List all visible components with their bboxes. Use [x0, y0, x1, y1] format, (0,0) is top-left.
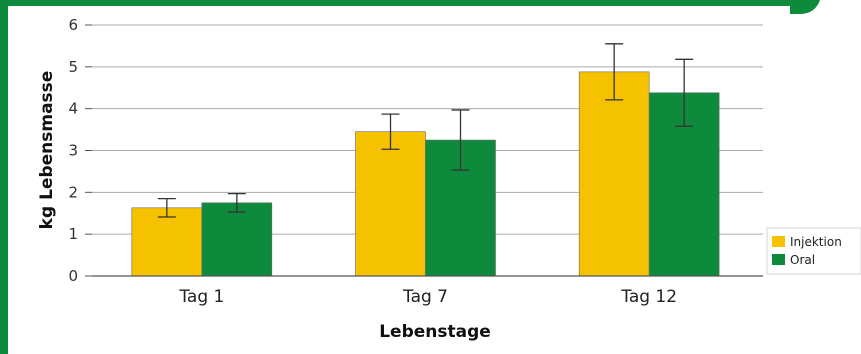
y-tick-label: 1	[68, 225, 78, 243]
y-tick-label: 3	[68, 142, 78, 160]
y-tick-label: 4	[68, 100, 78, 118]
bar-injektion-tag-12	[578, 71, 650, 277]
frame-left-border	[0, 0, 8, 354]
legend-label-oral: Oral	[790, 253, 815, 267]
bar-injektion-tag-7	[355, 131, 426, 277]
legend-label-injektion: Injektion	[790, 235, 842, 249]
y-tick-label: 0	[68, 267, 78, 285]
legend-swatch-injektion	[772, 236, 785, 247]
y-axis-title: kg Lebensmasse	[37, 71, 57, 230]
x-tick-label: Tag 12	[620, 287, 677, 307]
y-tick-label: 5	[68, 58, 78, 76]
legend: Injektion Oral	[766, 227, 861, 275]
x-tick-label: Tag 1	[178, 287, 224, 307]
bar-injektion-tag-1	[131, 207, 203, 277]
x-axis-title: Lebenstage	[379, 322, 491, 342]
frame-top-band	[0, 0, 861, 6]
error-bars	[157, 43, 694, 218]
legend-swatch-oral	[772, 254, 785, 265]
x-tick-labels: Tag 1 Tag 7 Tag 12	[178, 287, 677, 307]
frame-top-curve	[790, 0, 820, 14]
bars	[131, 71, 720, 277]
y-tick-label: 2	[68, 183, 78, 201]
y-tick-labels: 0 1 2 3 4 5 6	[68, 16, 78, 285]
bar-oral-tag-1	[201, 202, 273, 277]
legend-box	[766, 227, 861, 275]
x-tick-label: Tag 7	[402, 287, 448, 307]
y-tick-label: 6	[68, 16, 78, 34]
